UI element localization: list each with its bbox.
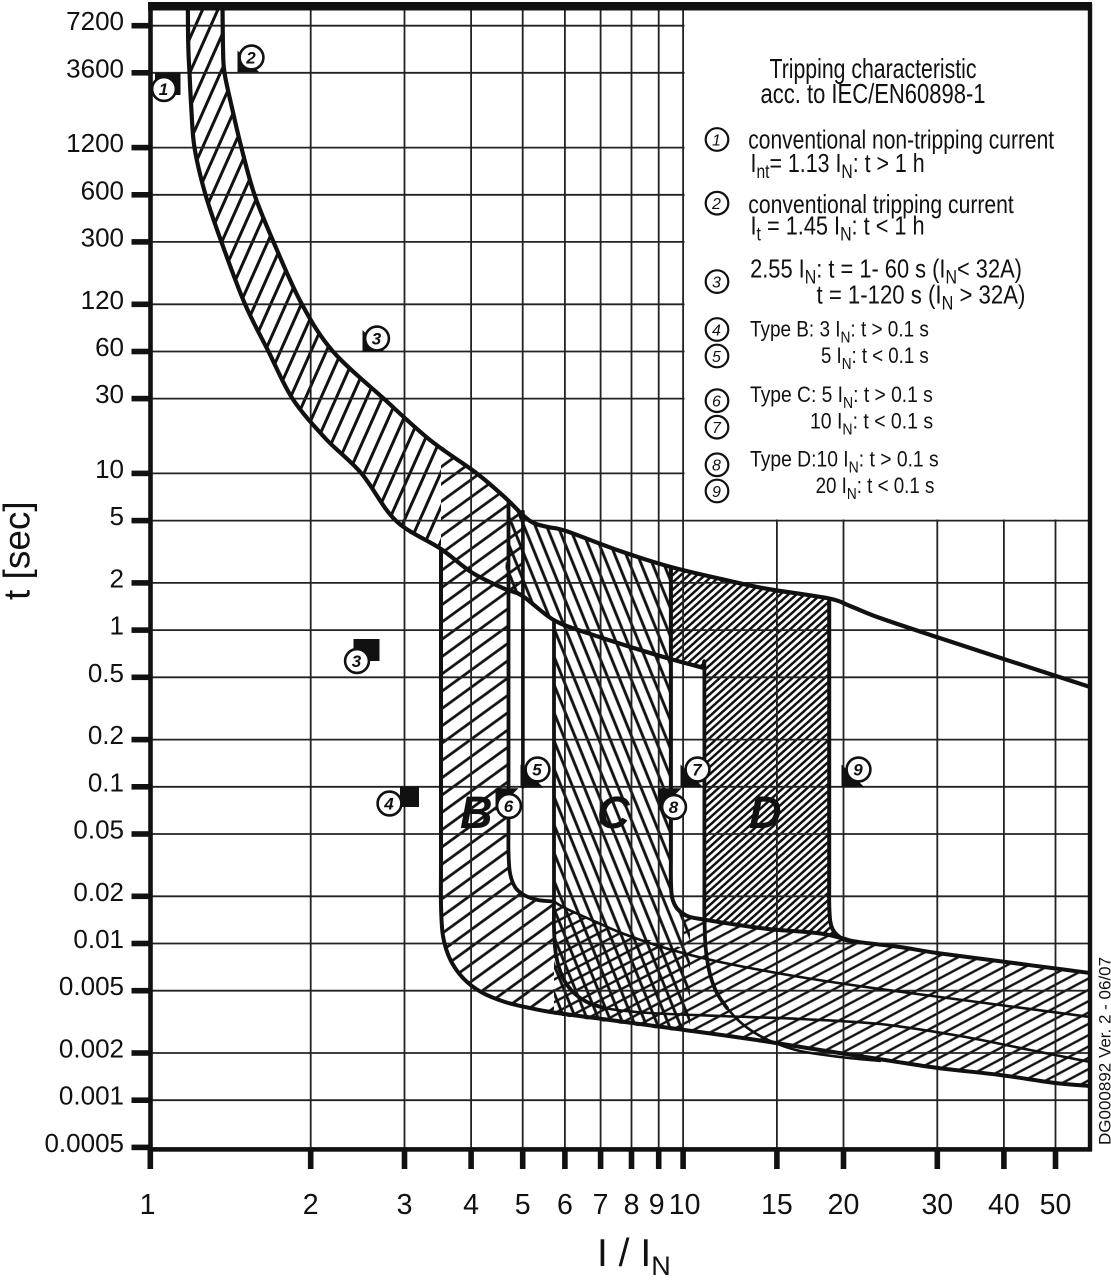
- svg-text:2: 2: [245, 49, 256, 68]
- svg-text:4: 4: [463, 1189, 479, 1221]
- svg-text:5: 5: [515, 1189, 531, 1221]
- svg-text:Tripping characteristic: Tripping characteristic: [770, 54, 977, 84]
- svg-text:15: 15: [761, 1189, 793, 1221]
- svg-text:0.01: 0.01: [73, 924, 124, 954]
- svg-text:7: 7: [593, 1189, 609, 1221]
- svg-text:0.0005: 0.0005: [44, 1128, 124, 1158]
- svg-text:4: 4: [712, 322, 721, 339]
- svg-text:6: 6: [504, 797, 514, 816]
- svg-text:0.2: 0.2: [88, 720, 124, 750]
- svg-text:9: 9: [853, 761, 863, 780]
- svg-text:2.55 IN: t = 1- 60 s (IN< 32A): 2.55 IN: t = 1- 60 s (IN< 32A): [750, 255, 1022, 288]
- svg-text:7200: 7200: [66, 6, 124, 36]
- svg-text:C: C: [597, 787, 631, 838]
- svg-text:5: 5: [110, 501, 124, 531]
- svg-text:20 IN: t < 0.1 s: 20 IN: t < 0.1 s: [816, 473, 935, 503]
- svg-text:5 IN: t < 0.1 s: 5 IN: t < 0.1 s: [821, 345, 929, 374]
- svg-text:9: 9: [649, 1189, 665, 1221]
- svg-text:D: D: [749, 787, 782, 838]
- svg-text:t [sec]: t [sec]: [0, 501, 38, 600]
- svg-text:6: 6: [712, 394, 721, 411]
- svg-text:6: 6: [557, 1189, 573, 1221]
- svg-text:2: 2: [303, 1189, 319, 1221]
- svg-text:It = 1.45 IN: t < 1 h: It = 1.45 IN: t < 1 h: [751, 212, 925, 245]
- svg-text:30: 30: [921, 1189, 953, 1221]
- svg-text:60: 60: [95, 332, 124, 362]
- svg-text:t = 1-120 s (IN > 32A): t = 1-120 s (IN > 32A): [817, 281, 1026, 314]
- svg-text:7: 7: [712, 420, 722, 437]
- svg-text:10: 10: [669, 1189, 701, 1221]
- svg-text:Type C: 5 IN: t > 0.1 s: Type C: 5 IN: t > 0.1 s: [750, 383, 933, 412]
- svg-text:30: 30: [95, 379, 124, 409]
- svg-text:3: 3: [712, 274, 721, 291]
- svg-text:10 IN: t < 0.1 s: 10 IN: t < 0.1 s: [810, 410, 933, 439]
- svg-text:acc. to IEC/EN60898-1: acc. to IEC/EN60898-1: [761, 79, 986, 110]
- svg-text:0.005: 0.005: [59, 971, 124, 1001]
- svg-text:20: 20: [828, 1189, 860, 1221]
- svg-text:5: 5: [712, 349, 721, 366]
- svg-text:7: 7: [692, 761, 703, 780]
- svg-text:600: 600: [81, 175, 124, 205]
- svg-text:0.001: 0.001: [59, 1081, 124, 1111]
- svg-text:Type B: 3 IN: t > 0.1 s: Type B: 3 IN: t > 0.1 s: [750, 317, 929, 347]
- svg-text:5: 5: [532, 761, 542, 780]
- svg-text:0.002: 0.002: [59, 1034, 124, 1064]
- svg-text:9: 9: [712, 484, 721, 501]
- svg-text:40: 40: [988, 1189, 1020, 1221]
- svg-text:0.5: 0.5: [88, 658, 124, 688]
- svg-text:1: 1: [159, 80, 168, 99]
- svg-text:1: 1: [110, 611, 124, 641]
- svg-text:DG000892 Ver. 2 - 06/07: DG000892 Ver. 2 - 06/07: [1096, 957, 1111, 1145]
- svg-text:300: 300: [81, 222, 124, 252]
- svg-text:120: 120: [81, 285, 124, 315]
- svg-text:conventional non-tripping curr: conventional non-tripping current: [748, 126, 1054, 155]
- svg-text:8: 8: [669, 798, 679, 817]
- svg-text:0.02: 0.02: [73, 877, 124, 907]
- svg-text:3: 3: [397, 1189, 413, 1221]
- svg-text:0.05: 0.05: [73, 815, 124, 845]
- svg-text:conventional tripping current: conventional tripping current: [748, 191, 1014, 220]
- svg-text:3: 3: [352, 652, 362, 671]
- svg-text:4: 4: [383, 795, 394, 814]
- svg-text:3: 3: [372, 330, 382, 349]
- svg-text:0.1: 0.1: [88, 767, 124, 797]
- svg-text:8: 8: [624, 1189, 640, 1221]
- svg-text:50: 50: [1040, 1189, 1072, 1221]
- svg-text:2: 2: [711, 196, 721, 213]
- svg-text:Type D:10 IN: t > 0.1 s: Type D:10 IN: t > 0.1 s: [750, 447, 939, 476]
- svg-text:8: 8: [712, 458, 721, 475]
- svg-text:1200: 1200: [66, 128, 124, 158]
- svg-text:Int= 1.13 IN: t > 1 h: Int= 1.13 IN: t > 1 h: [751, 149, 925, 182]
- svg-text:3600: 3600: [66, 53, 124, 83]
- svg-text:1: 1: [712, 132, 721, 149]
- svg-text:1: 1: [140, 1189, 156, 1221]
- svg-text:2: 2: [110, 563, 124, 593]
- svg-text:I / IN: I / IN: [597, 1232, 671, 1280]
- svg-text:10: 10: [95, 454, 124, 484]
- svg-text:B: B: [460, 787, 493, 838]
